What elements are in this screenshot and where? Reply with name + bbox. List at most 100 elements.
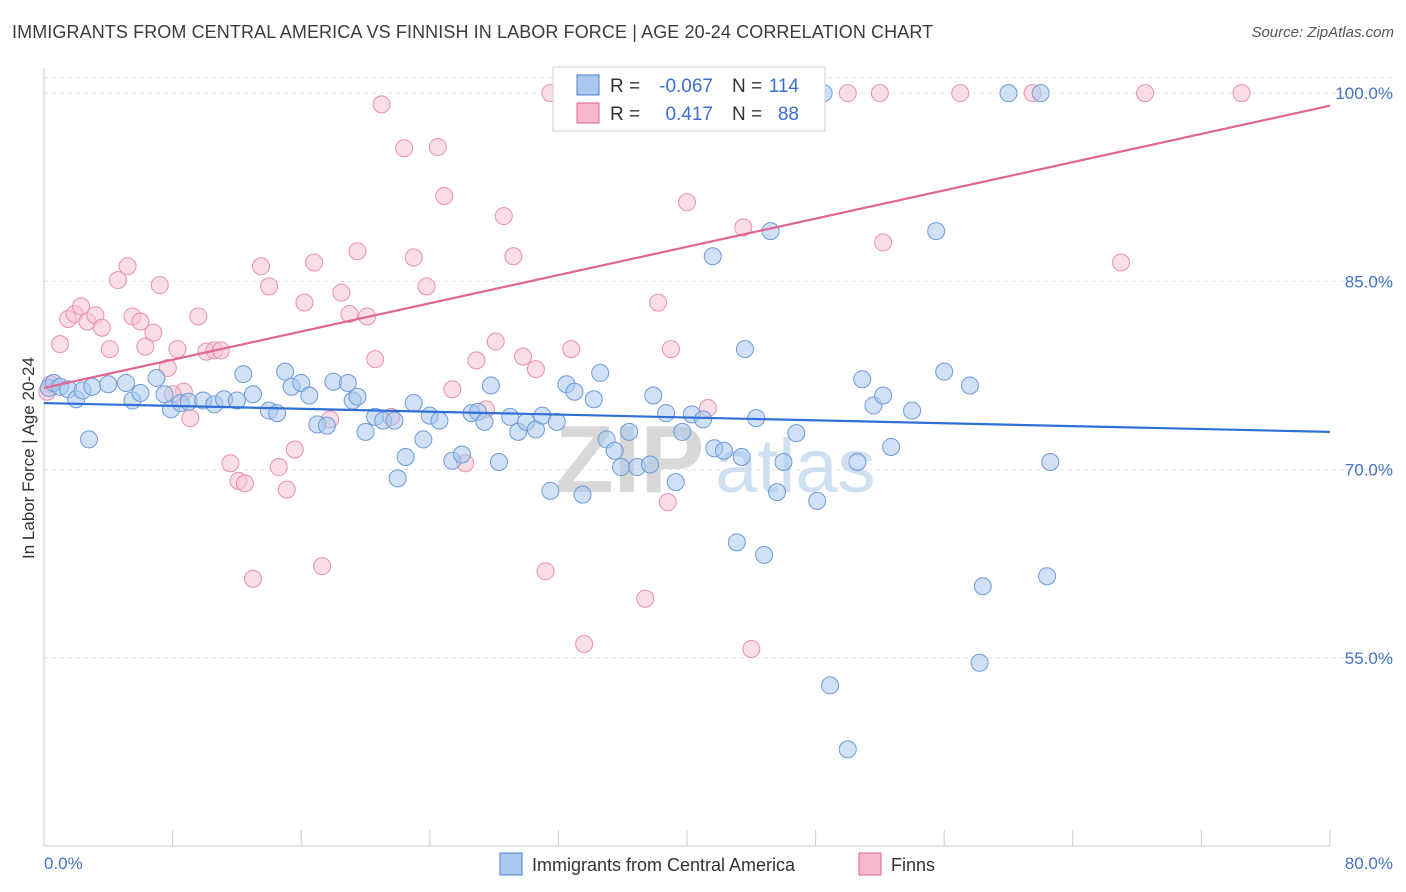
central-america-point [404,394,423,413]
central-america-point [131,384,150,403]
central-america-point [903,401,922,420]
central-america-point [147,368,166,387]
central-america-point [935,362,954,381]
finns-point [536,562,555,581]
legend: Immigrants from Central America Finns [499,852,935,876]
finns-point [269,458,288,477]
finns-point [131,312,150,331]
finns-point [168,340,187,359]
central-america-point [774,453,793,472]
central-america-point [620,422,639,441]
central-america-point [732,448,751,466]
finns-point [348,242,367,261]
central-america-point [99,375,118,394]
central-america-point [155,385,174,404]
finns-point [951,84,970,103]
watermark: ZIP atlas [555,406,876,513]
finns-point [838,84,857,103]
finns-point [372,95,391,114]
central-america-point [612,458,631,477]
central-america-point [1041,453,1060,472]
central-america-point [848,453,867,472]
finns-point [678,193,696,212]
stats-swatch-pink [576,102,600,124]
central-america-point [874,386,893,405]
finns-point [742,639,761,658]
central-america-point [234,365,253,384]
central-america-point [83,377,102,396]
finns-point [870,84,889,103]
central-america-point [821,676,840,695]
central-america-point [565,382,584,401]
central-america-point [1031,84,1050,103]
finns-point [144,323,163,342]
central-america-point [388,469,407,488]
central-america-point [243,385,262,404]
finns-point [467,351,486,370]
central-america-point [414,430,433,449]
finns-point [305,253,324,272]
finns-point [332,283,351,302]
finns-point [252,257,271,276]
finns-point [636,589,655,608]
finns-point [562,340,581,359]
central-america-point [727,533,746,552]
finns-point [51,335,70,354]
central-america-point [927,222,946,241]
central-america-point [666,473,685,492]
finns-point [404,248,423,267]
central-america-point [673,422,692,441]
central-america-point [348,387,367,406]
central-america-point [396,448,415,466]
finns-point [575,634,594,653]
central-america-point [755,545,774,564]
stats-r-label-1: R = [610,76,640,97]
central-america-point [787,424,806,443]
central-america-point [882,437,901,456]
central-america-point [300,386,319,405]
stats-n-label-2: N = [732,104,762,125]
central-america-point [116,373,135,392]
finns-point [243,569,262,588]
legend-label-finns: Finns [891,855,935,875]
central-america-point [761,222,780,241]
central-america-point [973,577,992,596]
central-america-point [605,441,624,460]
finns-point [428,138,447,157]
x-tick-labels: 0.0% 80.0% [44,854,1393,873]
chart-title: IMMIGRANTS FROM CENTRAL AMERICA VS FINNI… [12,22,934,42]
finns-point [189,307,208,326]
finns-point [150,276,169,295]
finns-point [649,293,668,312]
finns-point [235,474,254,493]
central-america-point [584,390,603,409]
central-america-point [276,362,295,381]
central-america-point [475,412,494,431]
stats-n-value-1: 114 [769,76,800,97]
central-america-point [481,376,500,395]
finns-point [108,271,127,290]
central-america-point [430,411,449,430]
finns-trend-line [43,104,1331,390]
central-america-point [1038,567,1057,586]
finns-point [118,257,137,276]
finns-point [313,557,332,576]
central-america-point [501,407,520,426]
finns-point [285,440,304,459]
central-america-point [644,386,663,405]
central-america-point [853,370,872,389]
central-america-point [641,455,660,474]
y-tick-label: 85.0% [1345,272,1393,291]
y-tick-label: 100.0% [1335,84,1393,103]
y-axis-label: In Labor Force | Age 20-24 [19,357,38,559]
y-tick-label: 70.0% [1345,461,1393,480]
central-america-point [694,410,713,429]
finns-point [734,218,753,237]
finns-point [1112,253,1131,272]
finns-point [435,186,454,205]
central-america-point [960,376,979,395]
finns-point [526,360,545,379]
central-america-point [338,373,357,392]
finns-point [1232,84,1251,103]
